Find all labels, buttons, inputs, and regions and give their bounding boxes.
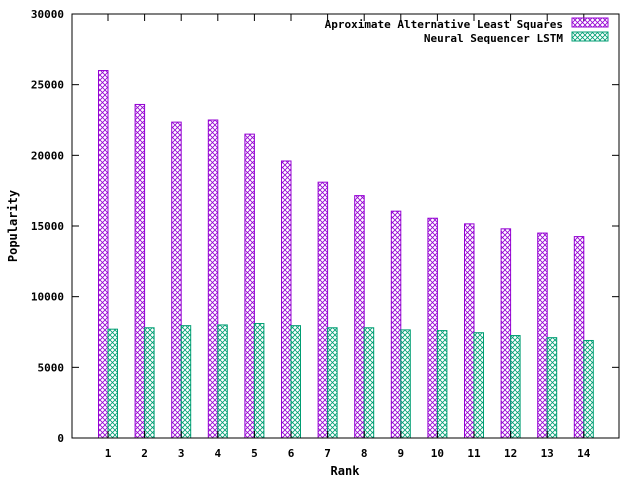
bar-series-2-rank-2 [144, 327, 155, 439]
y-axis-title: Popularity [6, 190, 20, 262]
y-tick-label: 20000 [31, 149, 64, 162]
bar-series-2-rank-7 [327, 327, 338, 439]
bar-series-2-rank-9 [400, 329, 411, 439]
x-tick-label: 8 [361, 447, 368, 460]
legend-label-series-2: Neural Sequencer LSTM [424, 32, 563, 45]
x-tick-label: 9 [397, 447, 404, 460]
x-tick-label: 1 [105, 447, 112, 460]
bar-series-1-rank-11 [464, 223, 475, 439]
plot-frame [71, 13, 620, 439]
bar-series-2-rank-12 [510, 335, 521, 439]
bar-series-2-rank-8 [363, 327, 375, 439]
y-tick-label: 5000 [38, 361, 65, 374]
bar-series-2-rank-13 [546, 337, 558, 439]
bar-series-1-rank-7 [317, 181, 329, 439]
bar-series-1-rank-8 [354, 195, 365, 439]
legend: Aproximate Alternative Least Squares Neu… [325, 17, 609, 45]
bar-series-1-rank-14 [573, 236, 585, 439]
bar-series-1-rank-10 [427, 217, 438, 439]
bar-series-1-rank-2 [134, 103, 146, 439]
bar-series-2-rank-5 [253, 323, 265, 439]
x-tick-label: 4 [214, 447, 221, 460]
x-tick-label: 7 [324, 447, 331, 460]
bar-series-2-rank-10 [436, 330, 448, 439]
legend-label-series-1: Aproximate Alternative Least Squares [325, 18, 563, 31]
bar-series-1-rank-9 [390, 210, 402, 439]
bar-series-1-rank-6 [281, 160, 292, 439]
x-tick-label: 12 [504, 447, 517, 460]
bar-series-1-rank-13 [537, 232, 548, 439]
x-tick-label: 5 [251, 447, 258, 460]
x-tick-label: 6 [288, 447, 295, 460]
bar-series-2-rank-14 [583, 339, 594, 439]
bar-series-1-rank-1 [98, 70, 109, 439]
bar-series-2-rank-4 [217, 324, 228, 439]
bar-series-1-rank-5 [244, 133, 255, 439]
bar-series-2-rank-3 [180, 325, 192, 439]
x-tick-label: 11 [467, 447, 481, 460]
x-axis-title: Rank [331, 464, 361, 478]
bar-series-2-rank-11 [473, 332, 484, 439]
x-tick-label: 14 [577, 447, 591, 460]
bar-series-1-rank-4 [207, 119, 219, 439]
bar-series-2-rank-6 [290, 325, 301, 439]
legend-swatch-series-1 [571, 17, 609, 28]
bar-series-2-rank-1 [107, 328, 118, 439]
y-tick-label: 30000 [31, 8, 64, 21]
x-tick-label: 2 [141, 447, 148, 460]
legend-swatch-series-2 [571, 31, 609, 42]
y-tick-label: 10000 [31, 291, 64, 304]
y-tick-label: 0 [57, 432, 64, 445]
y-tick-label: 25000 [31, 79, 64, 92]
bar-series-1-rank-12 [500, 228, 512, 439]
bar-series-1-rank-3 [171, 121, 182, 439]
y-tick-label: 15000 [31, 220, 64, 233]
x-tick-label: 10 [431, 447, 444, 460]
bars-layer [98, 70, 594, 439]
x-tick-label: 3 [178, 447, 185, 460]
x-tick-label: 13 [541, 447, 554, 460]
